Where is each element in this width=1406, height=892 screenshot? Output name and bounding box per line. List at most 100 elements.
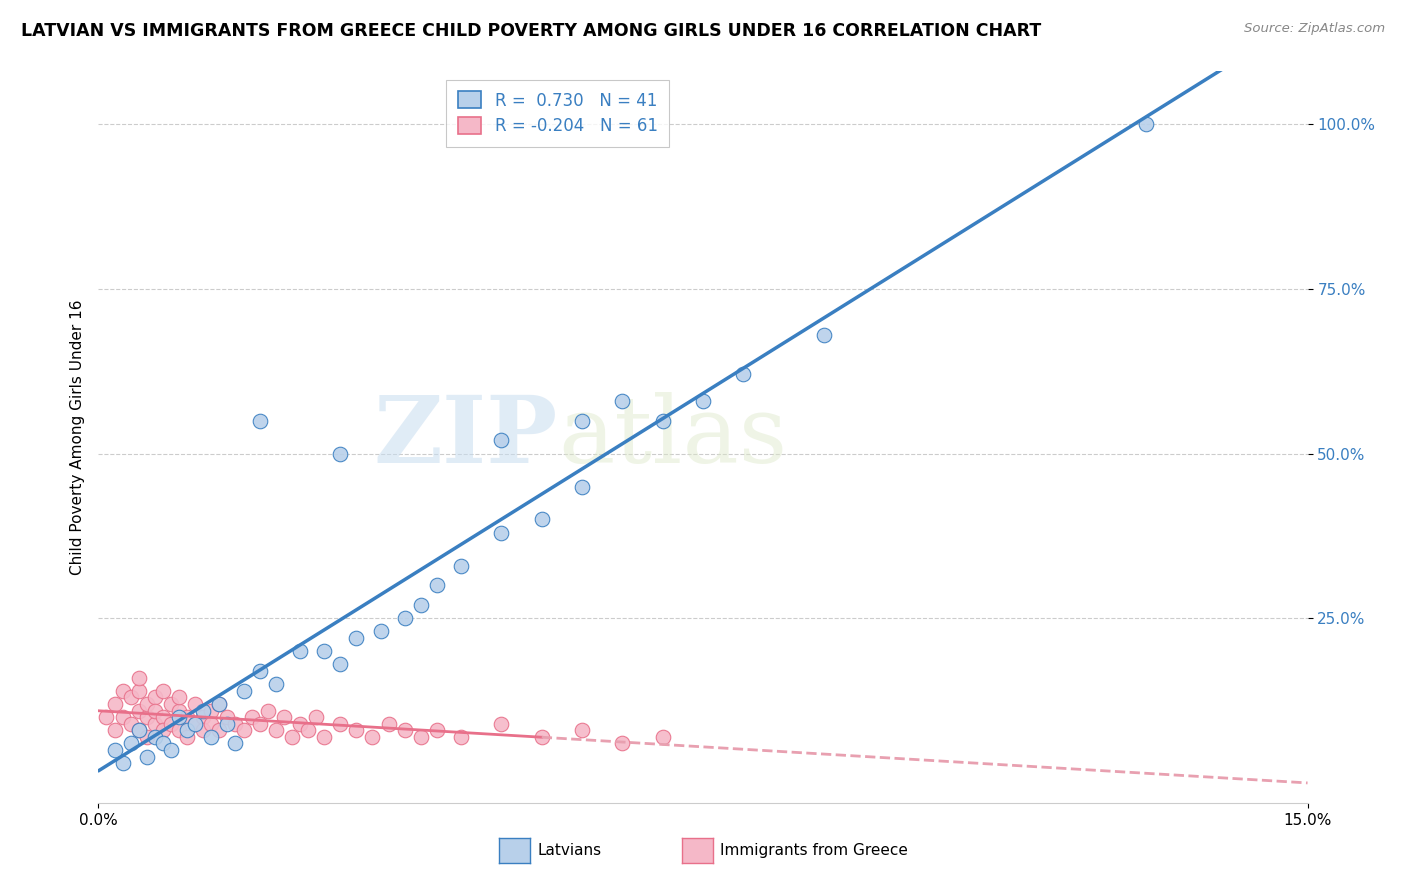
Point: [329, 446, 352, 460]
Point: [111, 710, 134, 724]
Point: [120, 690, 142, 705]
Point: [103, 743, 125, 757]
Point: [167, 710, 190, 724]
Legend: R =  0.730   N = 41, R = -0.204   N = 61: R = 0.730 N = 41, R = -0.204 N = 61: [446, 79, 669, 147]
Point: [344, 723, 367, 738]
Point: [167, 704, 190, 718]
Point: [143, 730, 166, 744]
Point: [249, 414, 271, 428]
Point: [208, 697, 231, 711]
Point: [377, 716, 399, 731]
Text: Immigrants from Greece: Immigrants from Greece: [720, 844, 908, 858]
Point: [651, 414, 673, 428]
Point: [394, 723, 416, 738]
Point: [314, 730, 336, 744]
Point: [208, 697, 231, 711]
Point: [143, 704, 166, 718]
Text: ZIP: ZIP: [374, 392, 558, 482]
Point: [409, 598, 432, 612]
Point: [184, 716, 207, 731]
Point: [232, 723, 254, 738]
Point: [120, 716, 142, 731]
Point: [264, 677, 287, 691]
Point: [120, 737, 142, 751]
Point: [176, 730, 198, 744]
Point: [167, 723, 190, 738]
Point: [152, 710, 174, 724]
Point: [103, 697, 125, 711]
Point: [224, 716, 246, 731]
Point: [193, 710, 215, 724]
Point: [813, 327, 835, 342]
Point: [491, 434, 513, 448]
Point: [530, 512, 553, 526]
Point: [314, 644, 336, 658]
Point: [571, 723, 593, 738]
Point: [128, 671, 150, 685]
Point: [200, 704, 222, 718]
Point: [409, 730, 432, 744]
Point: [426, 578, 449, 592]
Point: [450, 730, 472, 744]
Point: [329, 716, 352, 731]
Point: [288, 716, 311, 731]
Point: [651, 730, 673, 744]
Point: [264, 723, 287, 738]
Point: [176, 710, 198, 724]
Point: [232, 683, 254, 698]
Point: [152, 723, 174, 738]
Point: [152, 737, 174, 751]
Point: [128, 683, 150, 698]
Text: atlas: atlas: [558, 392, 787, 482]
Point: [571, 479, 593, 493]
Point: [152, 683, 174, 698]
Point: [571, 414, 593, 428]
Point: [288, 644, 311, 658]
Text: LATVIAN VS IMMIGRANTS FROM GREECE CHILD POVERTY AMONG GIRLS UNDER 16 CORRELATION: LATVIAN VS IMMIGRANTS FROM GREECE CHILD …: [21, 22, 1042, 40]
Point: [143, 716, 166, 731]
Y-axis label: Child Poverty Among Girls Under 16: Child Poverty Among Girls Under 16: [69, 300, 84, 574]
Point: [249, 664, 271, 678]
Point: [273, 710, 295, 724]
Text: Source: ZipAtlas.com: Source: ZipAtlas.com: [1244, 22, 1385, 36]
Point: [160, 743, 183, 757]
Point: [128, 723, 150, 738]
Point: [530, 730, 553, 744]
Point: [344, 631, 367, 645]
Point: [160, 697, 183, 711]
Point: [135, 730, 157, 744]
Point: [103, 723, 125, 738]
Point: [491, 716, 513, 731]
Point: [394, 611, 416, 625]
Point: [96, 710, 118, 724]
Point: [224, 737, 246, 751]
Point: [249, 716, 271, 731]
Point: [1135, 117, 1157, 131]
Point: [135, 697, 157, 711]
Point: [217, 716, 239, 731]
Point: [167, 690, 190, 705]
Point: [692, 393, 714, 408]
Point: [305, 710, 328, 724]
Point: [217, 710, 239, 724]
Point: [200, 716, 222, 731]
Point: [426, 723, 449, 738]
Point: [135, 749, 157, 764]
Point: [370, 624, 392, 639]
Point: [612, 737, 634, 751]
Point: [143, 690, 166, 705]
Point: [135, 710, 157, 724]
Point: [184, 716, 207, 731]
Point: [111, 756, 134, 771]
Point: [176, 723, 198, 738]
Point: [281, 730, 304, 744]
Point: [297, 723, 319, 738]
Point: [450, 558, 472, 573]
Point: [491, 525, 513, 540]
Point: [193, 723, 215, 738]
Point: [329, 657, 352, 672]
Point: [128, 723, 150, 738]
Point: [160, 716, 183, 731]
Point: [612, 393, 634, 408]
Point: [193, 704, 215, 718]
